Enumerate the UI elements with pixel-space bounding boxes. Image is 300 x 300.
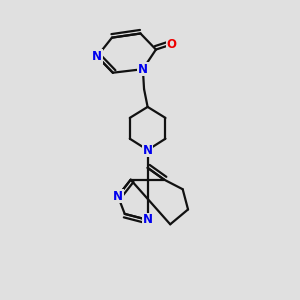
Text: N: N — [142, 213, 153, 226]
Text: O: O — [167, 38, 176, 51]
Text: N: N — [113, 190, 123, 202]
Text: N: N — [138, 63, 148, 76]
Text: N: N — [92, 50, 102, 63]
Text: N: N — [142, 143, 153, 157]
